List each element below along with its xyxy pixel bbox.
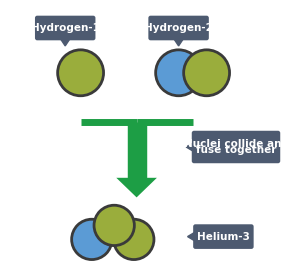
FancyArrow shape (116, 178, 157, 197)
Text: Hydrogen-2: Hydrogen-2 (144, 23, 213, 33)
Circle shape (94, 205, 134, 246)
Circle shape (156, 50, 202, 96)
Polygon shape (60, 38, 71, 46)
Polygon shape (188, 232, 196, 242)
Circle shape (58, 50, 104, 96)
Circle shape (72, 219, 112, 260)
Circle shape (184, 50, 230, 96)
FancyBboxPatch shape (193, 224, 254, 249)
Polygon shape (173, 38, 184, 46)
Text: Nuclei collide and: Nuclei collide and (184, 139, 288, 149)
Text: fuse together: fuse together (196, 145, 276, 155)
FancyBboxPatch shape (148, 16, 209, 40)
Circle shape (114, 219, 154, 260)
Text: Hydrogen-1: Hydrogen-1 (31, 23, 100, 33)
FancyBboxPatch shape (192, 131, 280, 163)
FancyBboxPatch shape (35, 16, 95, 40)
Text: Helium-3: Helium-3 (197, 232, 250, 242)
Polygon shape (186, 142, 195, 152)
